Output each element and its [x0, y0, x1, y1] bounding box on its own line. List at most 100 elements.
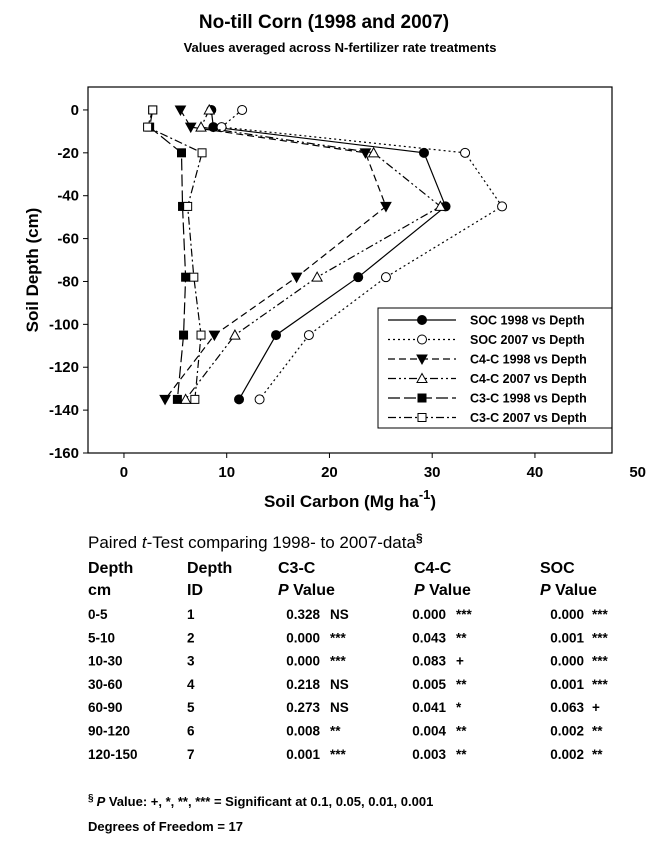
legend-label: SOC 2007 vs Depth	[470, 333, 585, 347]
table-cell: ***	[592, 630, 609, 645]
legend-label: C3-C 1998 vs Depth	[470, 392, 587, 406]
title-part: t	[142, 533, 148, 552]
table-cell: 0.043	[412, 630, 446, 645]
marker	[179, 393, 192, 404]
table-cell: ***	[330, 747, 347, 762]
y-tick-label: -160	[49, 445, 79, 462]
marker	[434, 200, 447, 211]
table-cell: 0.004	[412, 724, 446, 739]
y-tick-label: -80	[57, 273, 79, 290]
table-cell: +	[456, 654, 464, 669]
header-cell: SOC	[540, 560, 575, 577]
marker	[197, 148, 207, 158]
marker	[416, 354, 428, 366]
table-cell: 0.041	[412, 700, 446, 715]
table-cell: 0.001	[286, 747, 320, 762]
x-tick-label: 40	[527, 464, 544, 481]
x-tick-label: 10	[218, 464, 235, 481]
y-tick-label: -100	[49, 316, 79, 333]
table-cell: ***	[592, 654, 609, 669]
legend-frame	[377, 307, 613, 429]
table-cell: 5-10	[88, 630, 115, 645]
header-cell: P Value	[278, 582, 335, 599]
marker	[417, 315, 427, 325]
marker	[196, 330, 206, 340]
table-cell: 120-150	[88, 747, 138, 762]
table-cell: 0.008	[286, 724, 320, 739]
title-part: Paired	[88, 533, 142, 552]
marker	[203, 103, 216, 115]
table-cell: **	[456, 747, 467, 762]
chart-title: No-till Corn (1998 and 2007)	[199, 12, 449, 33]
x-axis-label: Soil Carbon (Mg ha-1)	[264, 487, 436, 511]
marker	[195, 121, 207, 132]
marker	[229, 329, 241, 340]
table-cell: 2	[187, 630, 195, 645]
footnote-text: Value: +, *, **, *** = Significant at 0.…	[105, 794, 433, 809]
table-cell: +	[592, 700, 600, 715]
table-cell: 1	[187, 607, 195, 622]
header-text: Value	[425, 582, 471, 599]
marker	[416, 372, 428, 383]
y-tick-label: -20	[57, 145, 79, 162]
header-text: Value	[289, 582, 335, 599]
legend: SOC 1998 vs Depth SOC 2007 vs Depth C4-C 1…	[377, 307, 613, 429]
series-line	[185, 109, 442, 400]
marker	[380, 201, 392, 213]
table-cell: 5	[187, 700, 195, 715]
y-tick-label: -120	[49, 359, 79, 376]
table-cell: *	[456, 700, 462, 715]
marker	[254, 394, 265, 405]
x-label-end: )	[430, 492, 436, 511]
table-cell: 0.003	[412, 747, 446, 762]
x-tick-label: 20	[321, 464, 338, 481]
marker	[237, 104, 248, 115]
marker	[190, 394, 200, 404]
header-cell: C4-C	[414, 560, 452, 577]
marker	[159, 394, 171, 406]
marker	[417, 413, 427, 422]
table-cell: ***	[330, 654, 347, 669]
table-cell: **	[592, 747, 603, 762]
table-cell: 7	[187, 747, 195, 762]
table-cell: 0.273	[286, 700, 320, 715]
marker	[311, 271, 323, 282]
table-cell: ***	[456, 607, 473, 622]
series-line	[146, 109, 203, 400]
marker	[359, 148, 372, 159]
marker	[417, 393, 427, 403]
legend-label: C4-C 2007 vs Depth	[470, 372, 587, 386]
table-cell: 90-120	[88, 724, 130, 739]
series-line	[210, 109, 447, 400]
header-cell: Depth	[187, 560, 232, 577]
table-cell: 0.000	[286, 630, 320, 645]
marker	[174, 105, 187, 116]
table-cell: 0.000	[550, 607, 584, 622]
marker	[181, 272, 191, 282]
marker	[418, 147, 429, 158]
y-tick-label: -60	[57, 231, 79, 248]
table-cell: 4	[187, 677, 195, 692]
table-cell: **	[592, 724, 603, 739]
x-tick-label: 50	[629, 464, 646, 481]
title-part: §	[416, 531, 423, 545]
x-label-sup: -1	[419, 487, 431, 502]
header-italic: P	[278, 582, 289, 599]
table-title: Paired t-Test comparing 1998- to 2007-da…	[88, 531, 423, 552]
marker	[143, 122, 153, 132]
legend-label: C3-C 2007 vs Depth	[470, 411, 587, 425]
table-cell: NS	[330, 677, 349, 692]
x-tick-label: 30	[424, 464, 441, 481]
marker	[271, 330, 282, 341]
header-cell: C3-C	[278, 560, 316, 577]
table-cell: 10-30	[88, 654, 123, 669]
table-cell: **	[456, 630, 467, 645]
table-cell: **	[456, 724, 467, 739]
plot: 0 10 20 30 40 50 0 -20 -40 -60 -80 -100 -120 -140 -160	[49, 102, 646, 481]
marker	[417, 334, 427, 345]
table-cell: 0.001	[550, 677, 584, 692]
header-text: Value	[551, 582, 597, 599]
marker	[367, 146, 380, 158]
table-cell: 0.002	[550, 747, 584, 762]
